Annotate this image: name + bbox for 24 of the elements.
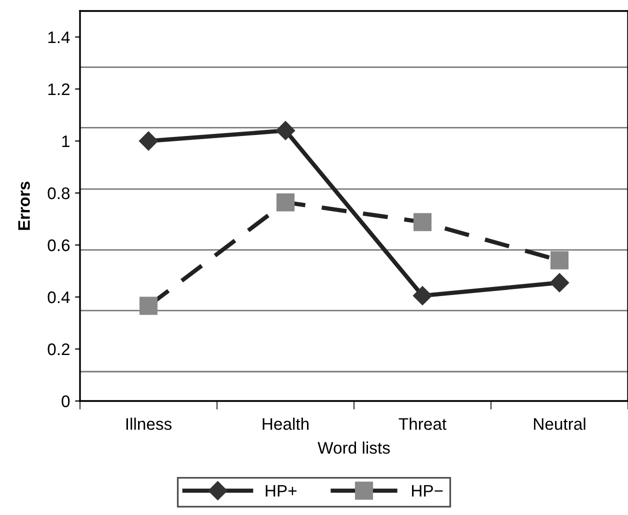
legend-label: HP+ [266,485,297,497]
legend-label: HP− [412,485,443,497]
point [138,131,158,151]
x-axis-title: Word lists [318,442,390,454]
point [550,251,569,270]
y-tick-label: 0.6 [48,239,70,252]
point [139,296,158,315]
y-tick-label: 0.4 [48,291,70,304]
x-tick-label: Neutral [534,418,586,430]
y-tick-label: 1 [62,136,70,148]
y-tick-label: 0 [62,395,70,408]
y-tick-label: 1.4 [48,32,70,44]
point [550,273,570,292]
y-tick-label: 0.8 [48,187,70,200]
y-tick-label: 0.2 [48,343,70,356]
y-tick-label: 1.2 [48,83,70,96]
point [276,193,295,212]
point [276,121,296,140]
x-tick-label: Illness [126,418,172,430]
y-axis-title: Errors [18,182,30,230]
point [412,286,432,306]
x-tick-label: Health [262,418,309,430]
point [413,213,432,232]
x-tick-label: Threat [398,418,446,430]
